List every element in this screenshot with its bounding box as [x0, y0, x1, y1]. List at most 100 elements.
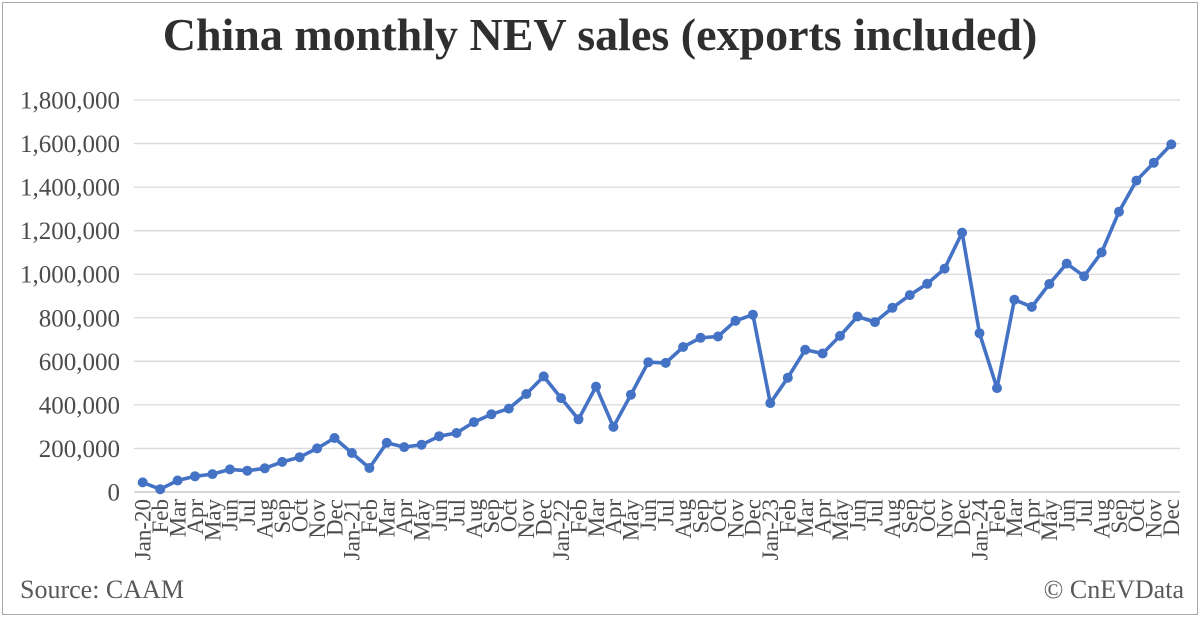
- x-tick-label: Feb: [776, 499, 801, 534]
- x-tick-label: Jun: [845, 499, 870, 531]
- x-tick-label: Aug: [880, 499, 905, 539]
- y-tick-label: 800,000: [39, 305, 120, 332]
- data-point: [1079, 271, 1090, 282]
- x-tick-label: Dec: [322, 499, 347, 536]
- data-point: [503, 403, 514, 414]
- data-point: [137, 477, 148, 488]
- data-point: [1114, 206, 1124, 217]
- x-tick-label: Jul: [444, 499, 469, 526]
- data-point: [451, 428, 462, 438]
- x-tick-label: Aug: [462, 499, 487, 539]
- source-label: Source: CAAM: [20, 575, 184, 604]
- data-point: [416, 439, 427, 450]
- data-point: [1096, 247, 1107, 258]
- x-tick-label: May: [1037, 499, 1062, 542]
- x-tick-label: Oct: [706, 498, 731, 532]
- data-point: [992, 383, 1002, 394]
- x-tick-label: Feb: [357, 499, 382, 534]
- y-tick-label: 200,000: [39, 436, 120, 463]
- x-tick-label: Jun: [427, 499, 452, 531]
- data-point: [486, 409, 497, 420]
- data-point: [660, 357, 671, 368]
- x-tick-label: Oct: [1124, 498, 1149, 532]
- data-point: [207, 469, 218, 480]
- data-point: [346, 448, 357, 458]
- data-point: [1026, 301, 1037, 312]
- x-tick-label: Sep: [479, 499, 504, 534]
- x-tick-label: Apr: [810, 499, 835, 535]
- data-point: [730, 315, 741, 326]
- data-point: [939, 263, 950, 274]
- x-tick-label: Jan-23: [758, 499, 783, 560]
- data-point: [747, 309, 758, 320]
- x-tick-label: Jan-24: [967, 499, 992, 561]
- x-tick-label: Jan-21: [340, 499, 365, 560]
- data-point: [312, 443, 323, 454]
- x-tick-label: Oct: [915, 498, 940, 532]
- x-tick-label: Dec: [532, 499, 557, 536]
- data-point: [608, 421, 619, 432]
- data-point: [556, 393, 567, 404]
- x-tick-label: May: [619, 499, 644, 542]
- x-tick-label: Sep: [898, 499, 923, 534]
- data-point: [1061, 258, 1072, 269]
- copyright-label: © CnEVData: [1043, 575, 1184, 604]
- x-tick-label: Apr: [392, 499, 417, 535]
- x-tick-label: Aug: [1089, 499, 1114, 539]
- data-point: [869, 317, 880, 328]
- x-tick-label: Jun: [636, 499, 661, 531]
- x-tick-label: Nov: [1142, 499, 1167, 539]
- data-point: [974, 328, 985, 339]
- data-point: [782, 372, 793, 383]
- data-point: [573, 414, 584, 425]
- data-point: [538, 371, 549, 382]
- data-point: [817, 348, 828, 359]
- data-point: [1166, 139, 1177, 150]
- x-tick-label: Mar: [584, 499, 609, 538]
- x-tick-label: Apr: [1020, 499, 1045, 535]
- data-point: [155, 484, 166, 495]
- x-tick-label: Jan-22: [549, 499, 574, 560]
- data-point: [468, 417, 479, 428]
- y-tick-label: 1,800,000: [20, 88, 120, 115]
- y-tick-label: 1,200,000: [20, 218, 120, 245]
- x-tick-label: Jun: [218, 499, 243, 531]
- x-tick-label: Feb: [148, 499, 173, 534]
- data-point: [224, 464, 235, 475]
- data-point: [381, 437, 392, 448]
- x-tick-label: Mar: [375, 499, 400, 538]
- x-tick-label: Oct: [287, 498, 312, 532]
- x-tick-label: Jan-20: [131, 499, 156, 560]
- data-point: [1009, 294, 1020, 305]
- data-point: [643, 357, 654, 368]
- x-tick-label: Nov: [305, 499, 330, 539]
- data-point: [852, 311, 863, 322]
- data-point: [277, 456, 288, 467]
- x-tick-label: Feb: [566, 499, 591, 534]
- chart-title: China monthly NEV sales (exports include…: [162, 9, 1038, 60]
- x-tick-label: Aug: [253, 499, 278, 539]
- data-point: [887, 302, 898, 313]
- x-tick-label: Mar: [165, 499, 190, 538]
- x-tick-label: Mar: [793, 499, 818, 538]
- data-point: [521, 389, 532, 399]
- x-tick-label: Jul: [654, 499, 679, 526]
- x-tick-label: Dec: [1159, 499, 1184, 536]
- x-tick-label: Sep: [270, 499, 295, 534]
- data-point: [904, 290, 915, 301]
- y-tick-label: 0: [108, 480, 121, 507]
- data-point: [399, 442, 410, 453]
- x-tick-label: Feb: [985, 499, 1010, 534]
- data-point: [765, 398, 776, 409]
- x-tick-label: Oct: [497, 498, 522, 532]
- x-tick-label: Apr: [601, 499, 626, 535]
- data-point: [713, 331, 723, 342]
- x-tick-label: Jul: [863, 499, 888, 526]
- series-line: [140, 142, 1174, 492]
- x-tick-label: Jun: [1055, 499, 1080, 531]
- x-tick-label: Nov: [932, 499, 957, 539]
- data-point: [957, 227, 968, 238]
- data-point: [1131, 175, 1142, 186]
